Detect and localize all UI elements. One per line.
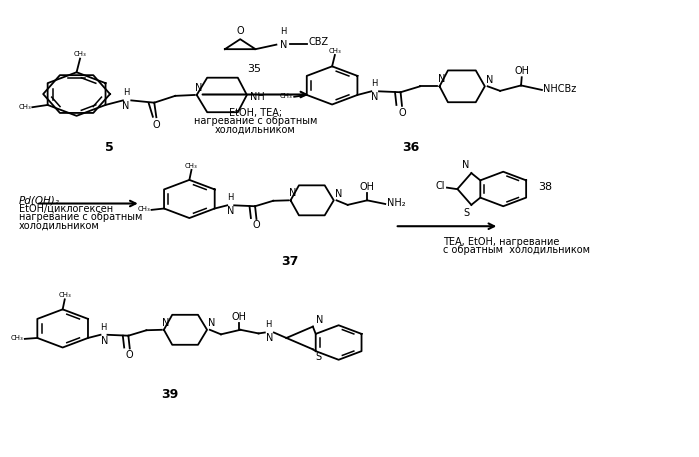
Text: NH: NH xyxy=(250,92,264,102)
Text: N: N xyxy=(335,189,343,198)
Text: Pd(OH)₂: Pd(OH)₂ xyxy=(19,196,59,206)
Text: N: N xyxy=(101,336,108,345)
Text: N: N xyxy=(227,206,235,216)
Text: холодильником: холодильником xyxy=(215,124,296,134)
Text: S: S xyxy=(463,207,469,218)
Text: 39: 39 xyxy=(161,388,178,401)
Text: CBZ: CBZ xyxy=(308,37,329,48)
Text: H: H xyxy=(266,320,272,329)
Text: NHCBz: NHCBz xyxy=(543,84,577,94)
Text: холодильником: холодильником xyxy=(19,220,99,230)
Text: Cl: Cl xyxy=(435,181,445,191)
Text: CH₃: CH₃ xyxy=(10,335,23,341)
Text: CH₃: CH₃ xyxy=(329,48,341,53)
Text: NH₂: NH₂ xyxy=(387,198,406,208)
Text: H: H xyxy=(227,193,233,202)
Text: S: S xyxy=(316,351,322,361)
Text: OH: OH xyxy=(231,312,247,322)
Text: CH₃: CH₃ xyxy=(18,104,31,110)
Text: N: N xyxy=(289,188,296,198)
Text: 37: 37 xyxy=(282,255,299,268)
Text: OH: OH xyxy=(360,182,375,192)
Text: OH: OH xyxy=(515,66,530,76)
Text: 35: 35 xyxy=(247,64,261,74)
Text: O: O xyxy=(126,350,134,360)
Text: нагревание с обратным: нагревание с обратным xyxy=(19,212,142,222)
Text: N: N xyxy=(208,318,216,328)
Text: N: N xyxy=(195,83,203,93)
Text: H: H xyxy=(371,79,377,88)
Text: 5: 5 xyxy=(105,141,114,154)
Text: O: O xyxy=(152,120,160,130)
Text: 36: 36 xyxy=(402,141,419,154)
Text: N: N xyxy=(266,334,273,343)
Text: H: H xyxy=(124,88,130,97)
Text: нагревание с обратным: нагревание с обратным xyxy=(194,117,317,126)
Text: CH₃: CH₃ xyxy=(73,51,87,57)
Text: N: N xyxy=(462,160,469,170)
Text: N: N xyxy=(316,315,323,325)
Text: H: H xyxy=(101,323,107,332)
Text: TEA, EtOH, нагревание: TEA, EtOH, нагревание xyxy=(443,237,560,247)
Text: CH₃: CH₃ xyxy=(59,292,71,298)
Text: O: O xyxy=(252,220,260,230)
Text: CH₃: CH₃ xyxy=(185,163,198,169)
Text: EtOH, TEA;: EtOH, TEA; xyxy=(229,108,282,118)
Text: N: N xyxy=(487,74,493,85)
Text: N: N xyxy=(280,40,287,50)
Text: CH₃: CH₃ xyxy=(280,93,293,99)
Text: N: N xyxy=(122,101,129,111)
Text: N: N xyxy=(438,74,445,84)
Text: с обратным  холодильником: с обратным холодильником xyxy=(443,245,591,255)
Text: CH₃: CH₃ xyxy=(138,207,150,213)
Text: O: O xyxy=(236,26,244,36)
Text: N: N xyxy=(371,92,379,102)
Text: EtOH/циклогексен: EtOH/циклогексен xyxy=(19,204,113,214)
Text: 38: 38 xyxy=(538,182,552,192)
Text: H: H xyxy=(280,27,287,37)
Text: O: O xyxy=(398,108,406,117)
Text: N: N xyxy=(162,318,170,328)
